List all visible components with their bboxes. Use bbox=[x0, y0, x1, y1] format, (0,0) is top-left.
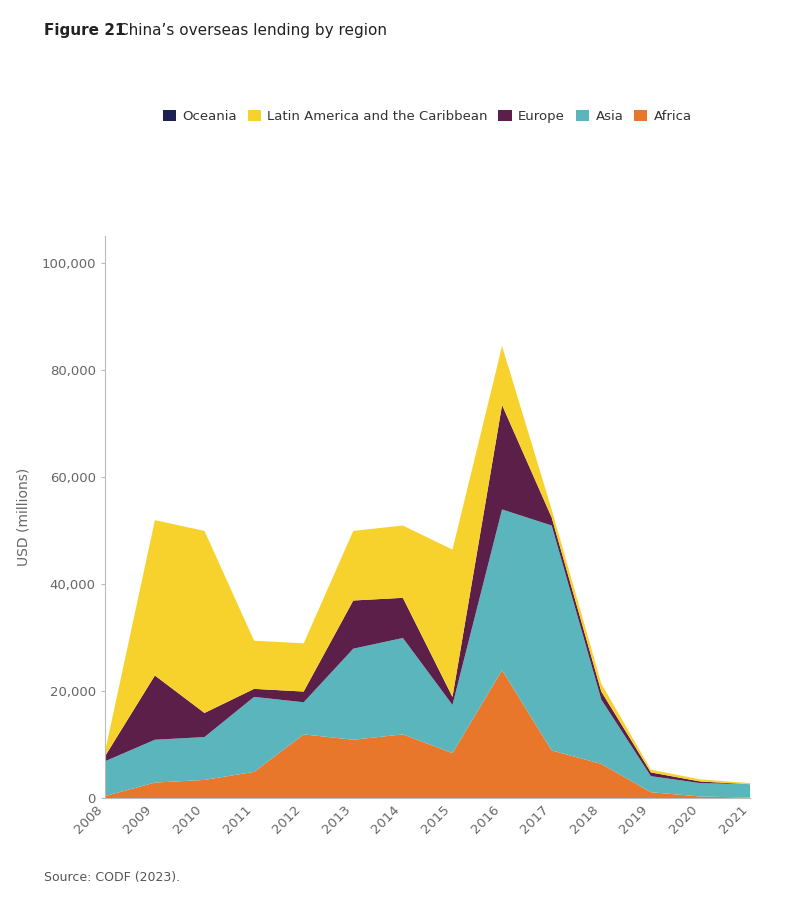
Text: Source: CODF (2023).: Source: CODF (2023). bbox=[44, 872, 181, 884]
Legend: Oceania, Latin America and the Caribbean, Europe, Asia, Africa: Oceania, Latin America and the Caribbean… bbox=[157, 104, 697, 128]
Text: Figure 21: Figure 21 bbox=[44, 23, 131, 38]
Text: China’s overseas lending by region: China’s overseas lending by region bbox=[118, 23, 388, 38]
Y-axis label: USD (millions): USD (millions) bbox=[16, 468, 30, 566]
